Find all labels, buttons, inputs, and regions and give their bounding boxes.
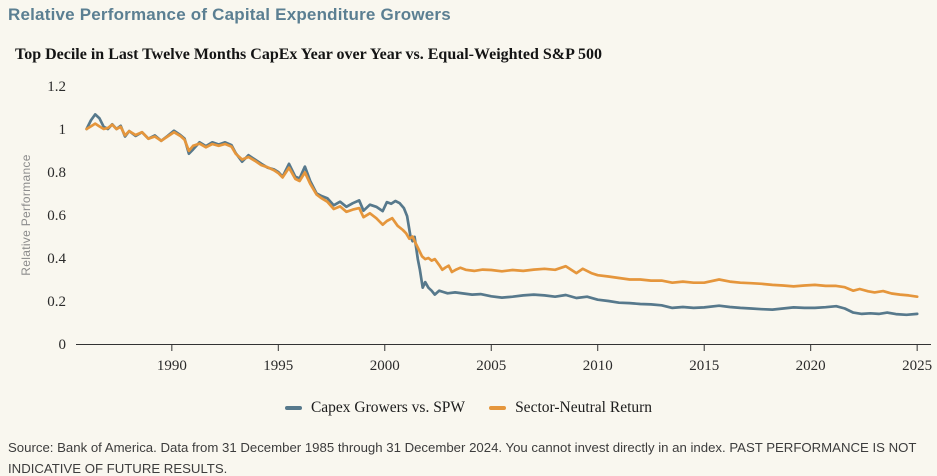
chart-subtitle: Top Decile in Last Twelve Months CapEx Y… (15, 46, 602, 63)
legend-swatch-sector-neutral (489, 406, 507, 410)
x-tick-label: 2000 (370, 358, 400, 374)
source-note: Source: Bank of America. Data from 31 De… (8, 440, 917, 476)
page-title: Relative Performance of Capital Expendit… (8, 5, 451, 24)
legend-label-capex-growers: Capex Growers vs. SPW (310, 399, 466, 416)
y-tick-label: 0 (59, 337, 67, 353)
chart-legend: Capex Growers vs. SPW Sector-Neutral Ret… (0, 399, 937, 417)
x-tick-label: 2020 (796, 358, 826, 374)
y-tick-label: 1.2 (47, 79, 66, 95)
y-tick-label: 0.4 (47, 251, 66, 267)
series-line-sector-neutral (85, 122, 919, 299)
x-tick-label: 1990 (157, 358, 187, 374)
x-tick-label: 2005 (476, 358, 506, 374)
x-tick-label: 1995 (263, 358, 293, 374)
y-tick-label: 0.6 (47, 208, 66, 224)
legend-swatch-capex-growers (284, 406, 302, 410)
x-tick-label: 2010 (583, 358, 613, 374)
y-tick-label: 0.8 (47, 165, 66, 181)
y-axis-title: Relative Performance (19, 154, 33, 275)
legend-item-capex-growers: Capex Growers vs. SPW (284, 399, 466, 417)
legend-item-sector-neutral: Sector-Neutral Return (489, 399, 652, 417)
x-tick-label: 2025 (902, 358, 932, 374)
legend-label-sector-neutral: Sector-Neutral Return (515, 399, 653, 416)
x-tick-label: 2015 (689, 358, 719, 374)
y-tick-label: 0.2 (47, 294, 66, 310)
y-tick-label: 1 (59, 122, 67, 138)
